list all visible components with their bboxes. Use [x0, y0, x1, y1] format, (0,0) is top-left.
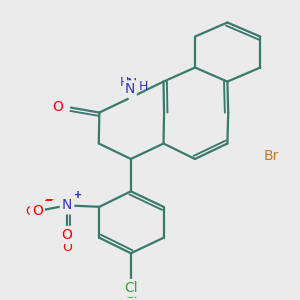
Text: N: N	[62, 198, 72, 212]
Text: H: H	[119, 76, 129, 88]
Text: Br: Br	[264, 149, 279, 163]
Text: Br: Br	[264, 149, 279, 163]
Text: −: −	[44, 195, 54, 206]
Text: O: O	[61, 228, 72, 242]
Text: N: N	[125, 82, 136, 96]
Text: N: N	[127, 77, 137, 92]
Text: Cl: Cl	[124, 287, 138, 300]
Text: Cl: Cl	[124, 281, 138, 296]
Text: N: N	[62, 198, 72, 212]
Text: O: O	[50, 100, 62, 114]
Text: +: +	[74, 190, 82, 200]
Text: O: O	[52, 100, 63, 114]
Text: O: O	[62, 241, 72, 254]
Text: −: −	[44, 196, 53, 206]
Text: O: O	[25, 205, 34, 218]
Text: O: O	[32, 204, 43, 218]
Text: +: +	[73, 190, 81, 200]
Text: H: H	[139, 80, 148, 93]
